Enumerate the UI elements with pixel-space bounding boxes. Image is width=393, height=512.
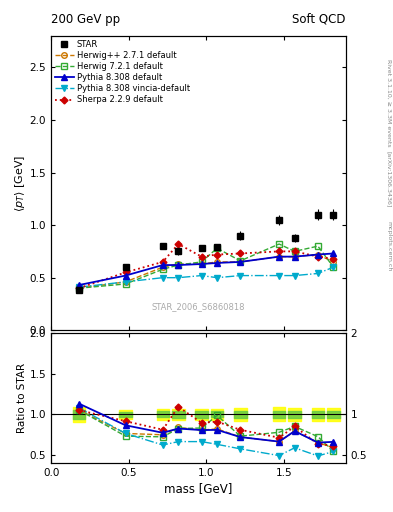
Text: Rivet 3.1.10, ≥ 3.3M events: Rivet 3.1.10, ≥ 3.3M events xyxy=(386,58,391,146)
Y-axis label: $\langle p_T \rangle$ [GeV]: $\langle p_T \rangle$ [GeV] xyxy=(13,155,27,211)
Text: 200 GeV pp: 200 GeV pp xyxy=(51,13,120,26)
Text: STAR_2006_S6860818: STAR_2006_S6860818 xyxy=(152,302,245,311)
Text: [arXiv:1306.3436]: [arXiv:1306.3436] xyxy=(386,151,391,207)
Legend: STAR, Herwig++ 2.7.1 default, Herwig 7.2.1 default, Pythia 8.308 default, Pythia: STAR, Herwig++ 2.7.1 default, Herwig 7.2… xyxy=(53,38,192,106)
Y-axis label: Ratio to STAR: Ratio to STAR xyxy=(17,363,27,433)
Text: mcplots.cern.ch: mcplots.cern.ch xyxy=(386,221,391,271)
X-axis label: mass [GeV]: mass [GeV] xyxy=(164,482,233,496)
Text: Soft QCD: Soft QCD xyxy=(292,13,346,26)
